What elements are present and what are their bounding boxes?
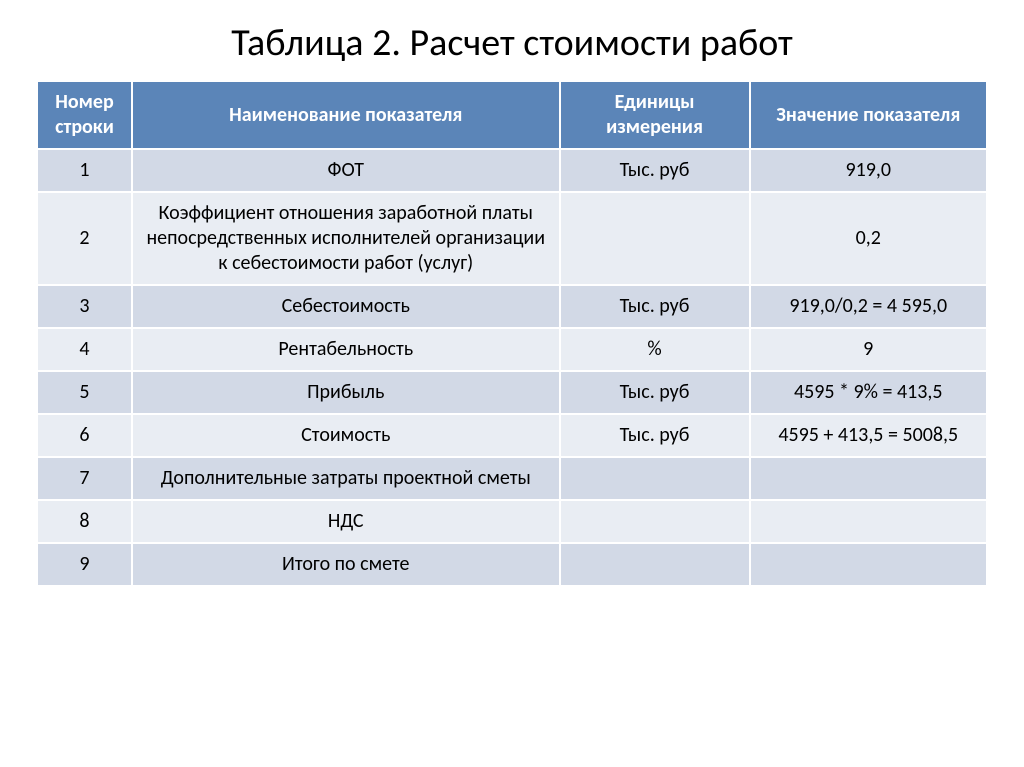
table-row: 5 Прибыль Тыс. руб 4595 * 9% = 413,5 <box>37 371 987 414</box>
table-row: 8 НДС <box>37 500 987 543</box>
cell-name: Себестоимость <box>132 285 560 328</box>
cell-name: Итого по смете <box>132 543 560 586</box>
cell-name: Стоимость <box>132 414 560 457</box>
cell-unit <box>560 543 750 586</box>
cell-name: Рентабельность <box>132 328 560 371</box>
cell-value: 919,0/0,2 = 4 595,0 <box>750 285 988 328</box>
cell-value: 0,2 <box>750 192 988 285</box>
cell-num: 8 <box>37 500 132 543</box>
cell-value <box>750 457 988 500</box>
page-title: Таблица 2. Расчет стоимости работ <box>36 20 988 66</box>
cell-num: 2 <box>37 192 132 285</box>
slide: Таблица 2. Расчет стоимости работ Номер … <box>0 0 1024 767</box>
col-header-value: Значение показателя <box>750 81 988 149</box>
cell-unit: Тыс. руб <box>560 285 750 328</box>
cell-name: Коэффициент отношения заработной платы н… <box>132 192 560 285</box>
cell-value: 4595 + 413,5 = 5008,5 <box>750 414 988 457</box>
cell-value: 9 <box>750 328 988 371</box>
cell-unit <box>560 457 750 500</box>
cell-unit: Тыс. руб <box>560 371 750 414</box>
cell-value <box>750 500 988 543</box>
cell-unit: Тыс. руб <box>560 149 750 192</box>
table-row: 1 ФОТ Тыс. руб 919,0 <box>37 149 987 192</box>
table-row: 4 Рентабельность % 9 <box>37 328 987 371</box>
table-row: 7 Дополнительные затраты проектной сметы <box>37 457 987 500</box>
cell-num: 7 <box>37 457 132 500</box>
cell-value: 919,0 <box>750 149 988 192</box>
cell-name: Прибыль <box>132 371 560 414</box>
cell-value <box>750 543 988 586</box>
cell-value: 4595 * 9% = 413,5 <box>750 371 988 414</box>
col-header-unit: Единицы измерения <box>560 81 750 149</box>
cell-name: НДС <box>132 500 560 543</box>
cell-unit <box>560 500 750 543</box>
table-header-row: Номер строки Наименование показателя Еди… <box>37 81 987 149</box>
table-row: 6 Стоимость Тыс. руб 4595 + 413,5 = 5008… <box>37 414 987 457</box>
cost-table: Номер строки Наименование показателя Еди… <box>36 80 988 587</box>
table-row: 3 Себестоимость Тыс. руб 919,0/0,2 = 4 5… <box>37 285 987 328</box>
cell-unit <box>560 192 750 285</box>
cell-num: 9 <box>37 543 132 586</box>
cell-name: ФОТ <box>132 149 560 192</box>
cell-num: 6 <box>37 414 132 457</box>
col-header-num: Номер строки <box>37 81 132 149</box>
cell-num: 5 <box>37 371 132 414</box>
table-row: 9 Итого по смете <box>37 543 987 586</box>
cell-name: Дополнительные затраты проектной сметы <box>132 457 560 500</box>
cell-num: 3 <box>37 285 132 328</box>
cell-num: 4 <box>37 328 132 371</box>
cell-unit: Тыс. руб <box>560 414 750 457</box>
cell-unit: % <box>560 328 750 371</box>
col-header-name: Наименование показателя <box>132 81 560 149</box>
cell-num: 1 <box>37 149 132 192</box>
table-row: 2 Коэффициент отношения заработной платы… <box>37 192 987 285</box>
